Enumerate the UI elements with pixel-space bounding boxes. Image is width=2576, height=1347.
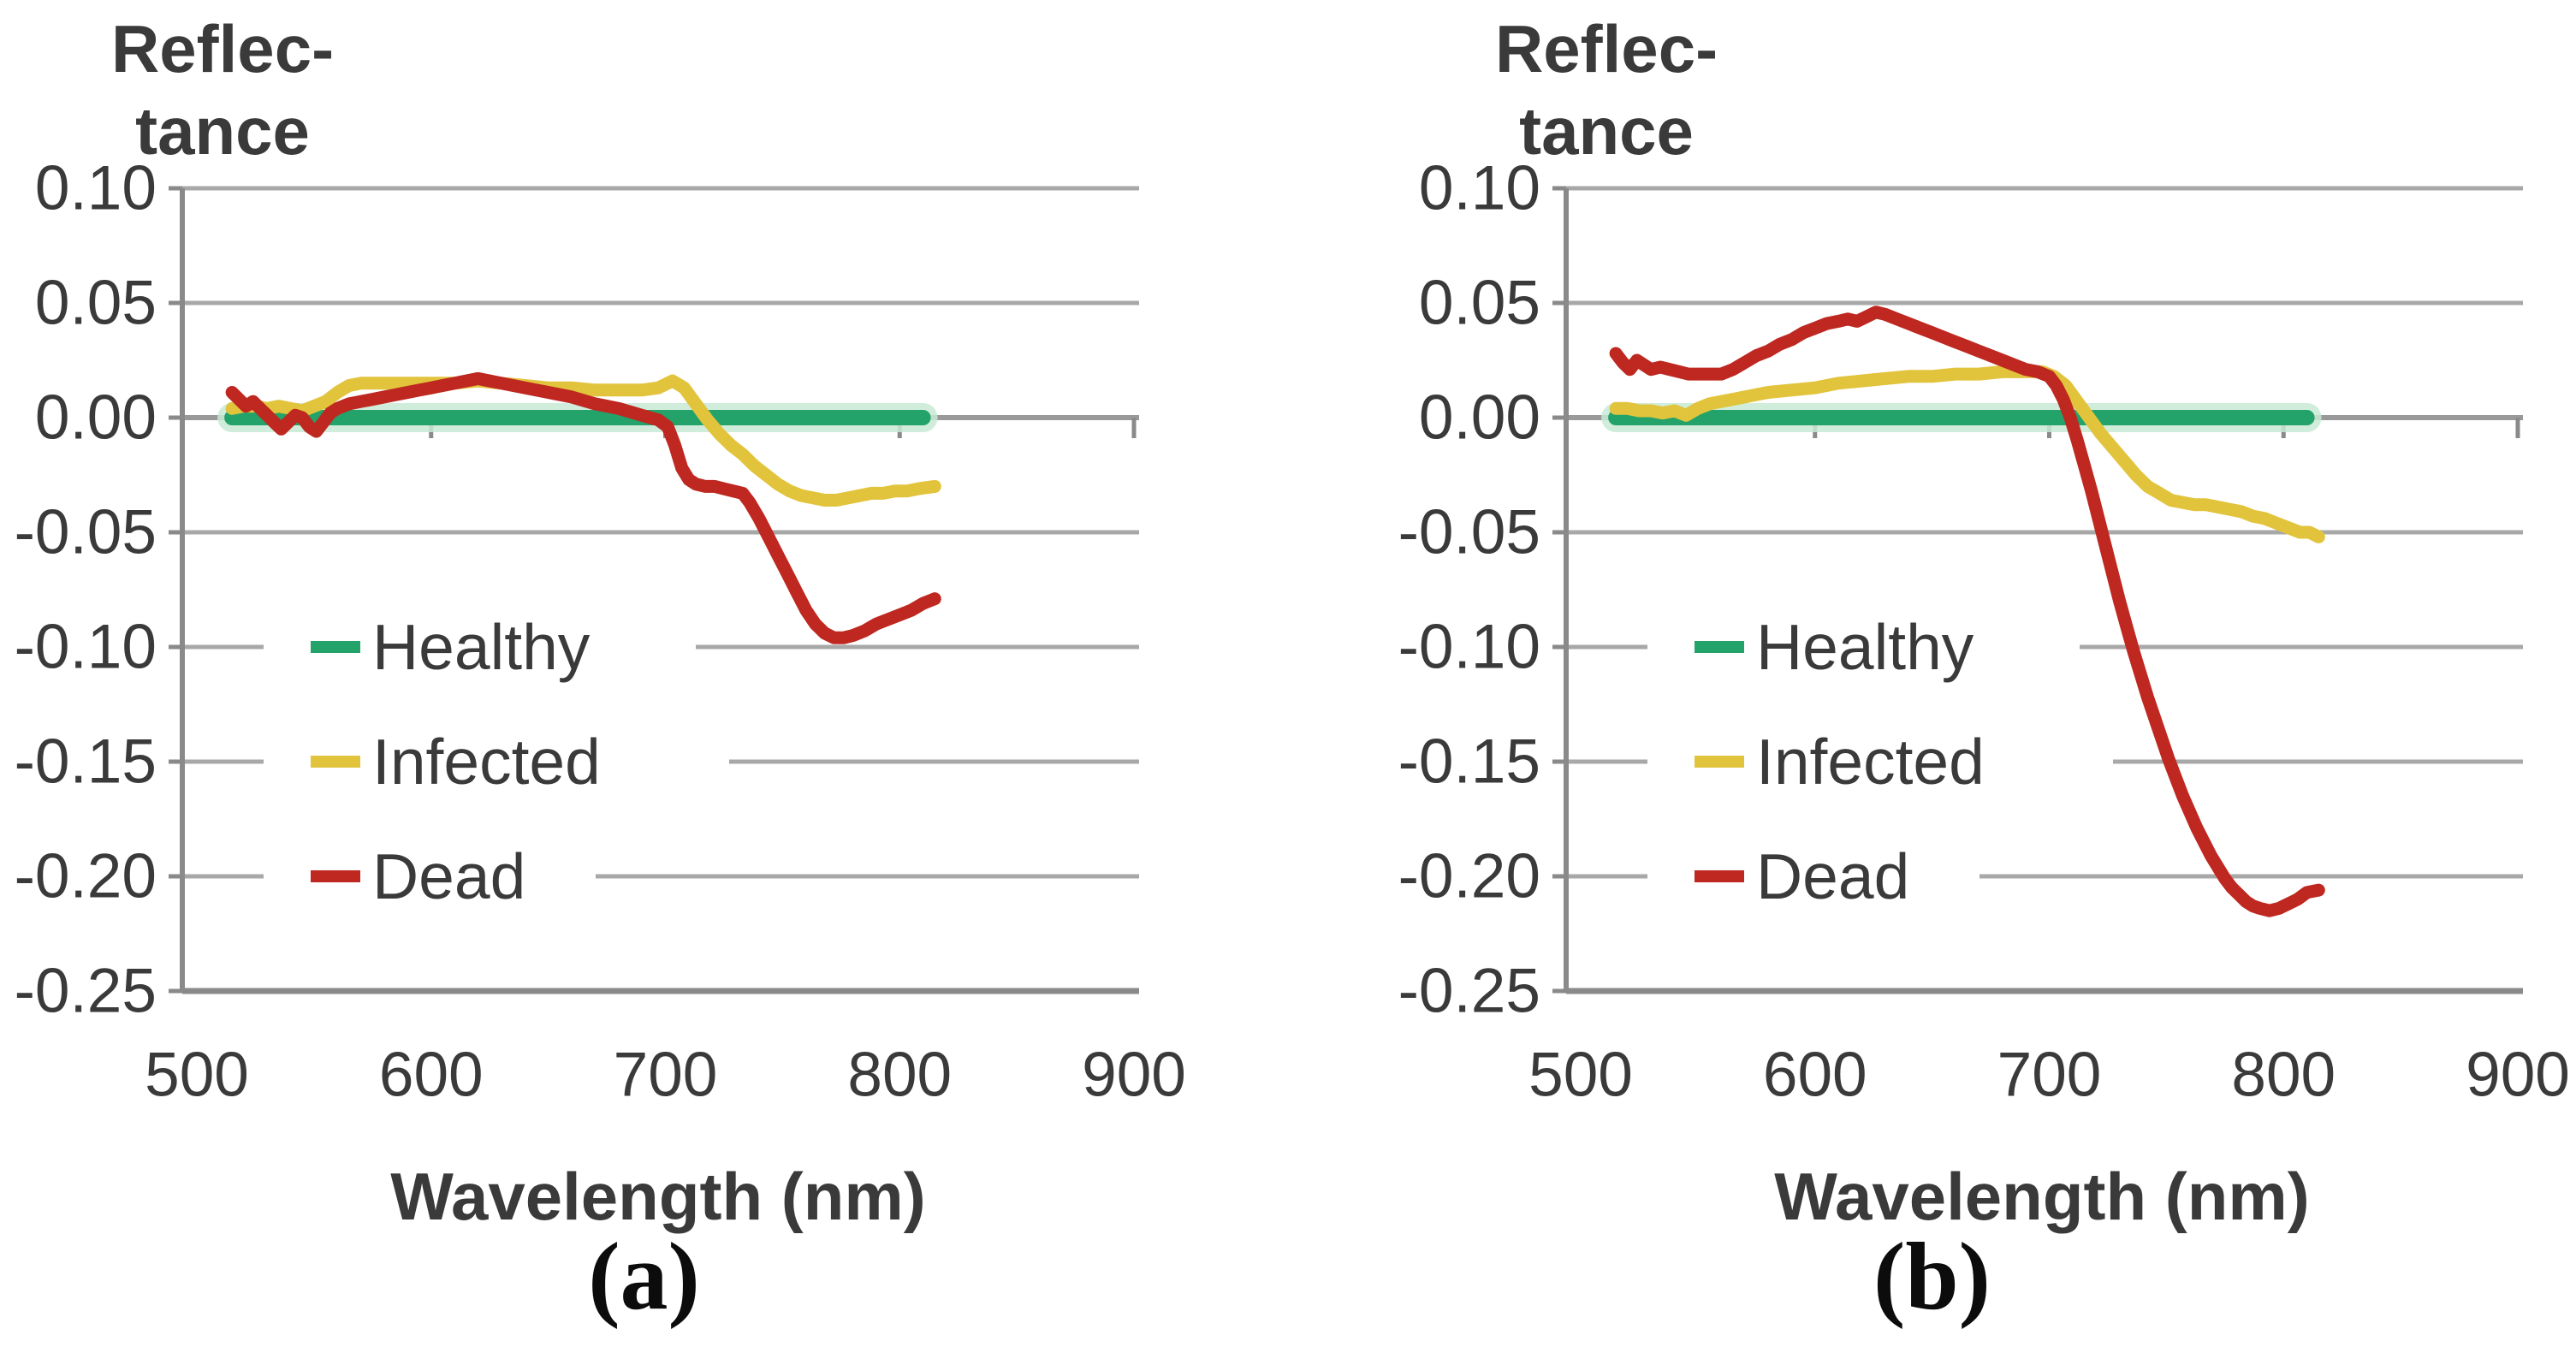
x-tick-label: 700: [614, 1041, 718, 1110]
legend-label-healthy: Healthy: [372, 611, 591, 683]
y-axis-title: tance: [1519, 93, 1694, 169]
legend-label-dead: Dead: [372, 840, 525, 912]
caption-b: (b): [1873, 1224, 1991, 1330]
y-tick-label: -0.10: [1398, 613, 1540, 682]
y-axis-title: Reflec-: [1495, 11, 1718, 86]
x-tick-label: 800: [2231, 1041, 2336, 1110]
series-line-infected: [225, 374, 941, 507]
x-tick-label: 800: [847, 1041, 952, 1110]
y-tick-label: -0.15: [1398, 727, 1540, 797]
x-tick-label: 500: [1528, 1041, 1633, 1110]
y-tick-label: -0.05: [1398, 498, 1540, 567]
x-axis-title: Wavelength (nm): [1774, 1159, 2309, 1234]
legend-label-healthy: Healthy: [1756, 611, 1974, 683]
x-tick-label: 700: [1997, 1041, 2102, 1110]
y-tick-label: 0.10: [1419, 154, 1540, 223]
series-line-dead: [1609, 306, 2325, 917]
y-tick-label: -0.15: [15, 727, 157, 797]
y-tick-label: -0.05: [15, 498, 157, 567]
y-tick-label: 0.05: [1419, 269, 1540, 338]
y-tick-label: -0.20: [15, 842, 157, 911]
x-tick-label: 600: [379, 1041, 484, 1110]
legend-label-infected: Infected: [1756, 726, 1985, 798]
series-line-infected: [1609, 365, 2325, 543]
x-tick-label: 900: [1082, 1041, 1186, 1110]
y-tick-label: -0.25: [15, 957, 157, 1026]
y-tick-label: 0.10: [35, 154, 157, 223]
y-tick-label: -0.25: [1398, 957, 1540, 1026]
y-tick-label: 0.05: [35, 269, 157, 338]
y-tick-label: 0.00: [1419, 383, 1540, 453]
series-line-dead: [225, 371, 941, 644]
caption-a: (a): [588, 1224, 700, 1330]
x-tick-label: 600: [1763, 1041, 1867, 1110]
y-tick-label: 0.00: [35, 383, 157, 453]
y-axis-title: Reflec-: [111, 11, 334, 86]
x-tick-label: 500: [145, 1041, 249, 1110]
x-tick-label: 900: [2466, 1041, 2570, 1110]
y-tick-label: -0.10: [15, 613, 157, 682]
y-axis-title: tance: [135, 93, 310, 169]
legend-label-infected: Infected: [372, 726, 601, 798]
y-tick-label: -0.20: [1398, 842, 1540, 911]
x-axis-title: Wavelength (nm): [390, 1159, 925, 1234]
legend-label-dead: Dead: [1756, 840, 1909, 912]
